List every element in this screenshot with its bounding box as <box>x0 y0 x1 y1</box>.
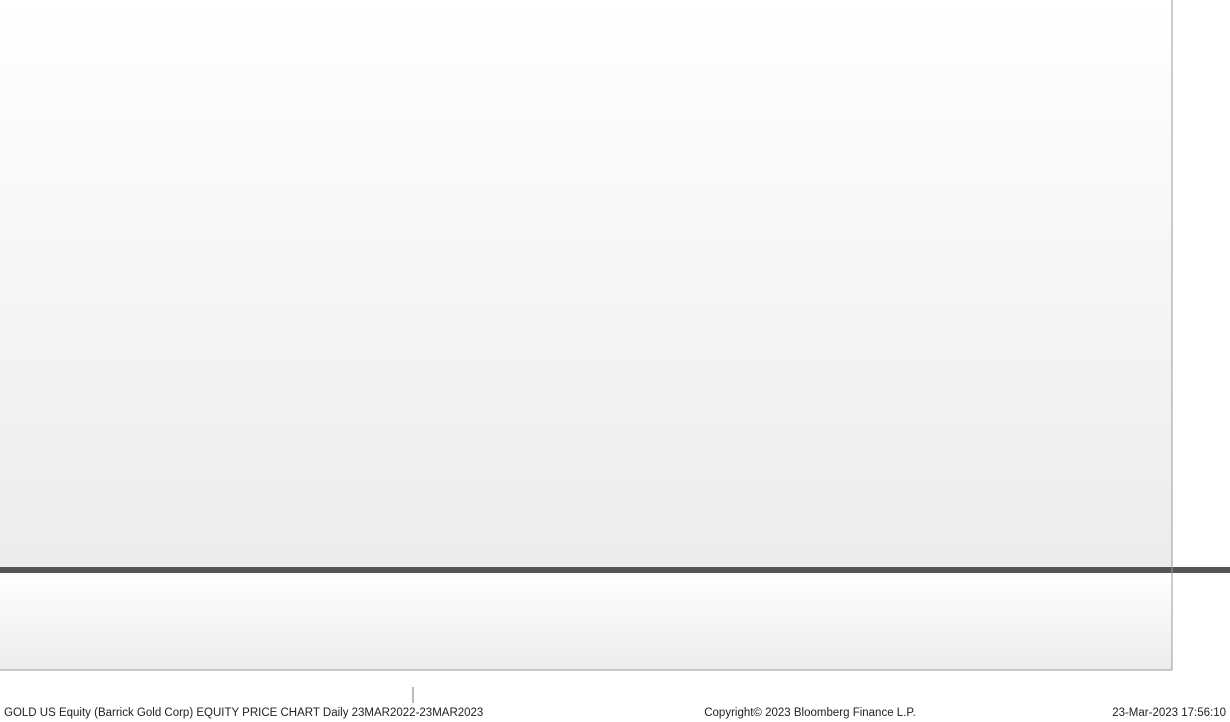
price-panel <box>0 0 1172 567</box>
rsi-panel <box>0 573 1172 670</box>
footer-right: 23-Mar-2023 17:56:10 <box>1112 707 1226 719</box>
panel-divider <box>0 567 1230 573</box>
footer-center: Copyright© 2023 Bloomberg Finance L.P. <box>704 707 916 719</box>
footer-left: GOLD US Equity (Barrick Gold Corp) EQUIT… <box>4 707 483 719</box>
